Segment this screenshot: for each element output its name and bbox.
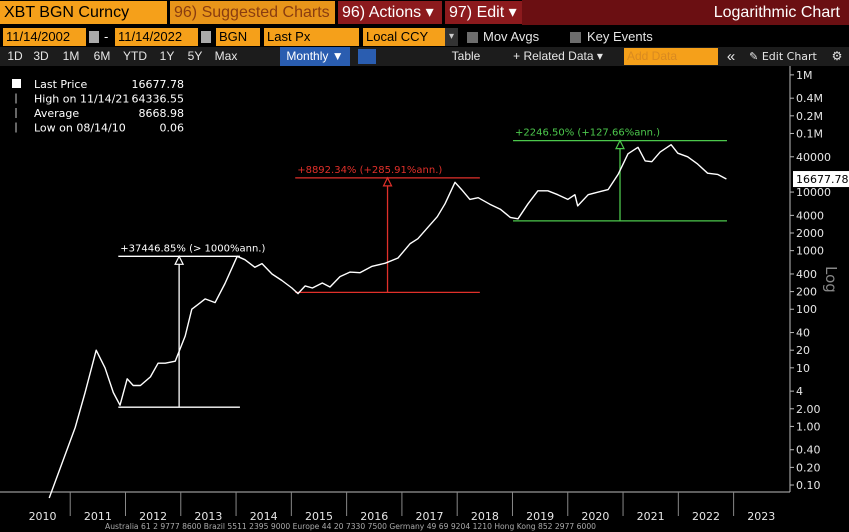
y-tick-label: 40000 bbox=[796, 151, 831, 164]
period-button[interactable]: 5Y bbox=[187, 49, 203, 63]
actions-menu[interactable]: 96) Actions ▾ bbox=[338, 1, 442, 24]
edit-chart[interactable]: ✎ Edit Chart bbox=[749, 50, 817, 63]
y-tick-label: 0.2M bbox=[796, 110, 823, 123]
related-data[interactable]: + Related Data ▾ bbox=[513, 49, 603, 63]
title-bar bbox=[522, 0, 849, 25]
y-tick-label: 0.20 bbox=[796, 461, 821, 474]
x-tick-label: 2011 bbox=[84, 510, 112, 523]
end-date[interactable]: 11/14/2022 bbox=[115, 28, 198, 46]
y-tick-label: 4000 bbox=[796, 209, 824, 222]
start-date[interactable]: 11/14/2002 bbox=[3, 28, 86, 46]
collapse-button[interactable]: « bbox=[726, 48, 736, 65]
x-tick-label: 2012 bbox=[139, 510, 167, 523]
currency-select[interactable]: Local CCY bbox=[363, 28, 445, 46]
period-button[interactable]: Max bbox=[214, 49, 238, 63]
y-tick-label: 1000 bbox=[796, 245, 824, 258]
chart-kind: Logarithmic Chart bbox=[713, 4, 840, 21]
x-tick-label: 2021 bbox=[637, 510, 665, 523]
period-button[interactable]: 1D bbox=[7, 49, 23, 63]
x-tick-label: 2013 bbox=[194, 510, 222, 523]
y-tick-label: 1M bbox=[796, 69, 813, 82]
suggested-charts[interactable]: 96) Suggested Charts bbox=[170, 1, 335, 24]
arrow-head bbox=[174, 254, 185, 265]
x-tick-label: 2015 bbox=[305, 510, 333, 523]
checkbox[interactable] bbox=[467, 32, 478, 43]
legend-label: Last Price bbox=[34, 78, 87, 91]
range-label: +37446.85% (> 1000%ann.) bbox=[120, 243, 265, 254]
y-tick-label: 100 bbox=[796, 303, 817, 316]
calendar-icon[interactable] bbox=[89, 31, 99, 43]
period-button[interactable]: 6M bbox=[93, 49, 111, 63]
x-tick-label: 2010 bbox=[29, 510, 57, 523]
x-tick-label: 2014 bbox=[250, 510, 278, 523]
period-button[interactable]: YTD bbox=[123, 49, 147, 63]
range-label: +8892.34% (+285.91%ann.) bbox=[297, 165, 442, 176]
y-tick-label: 200 bbox=[796, 286, 817, 299]
calendar-icon[interactable] bbox=[201, 31, 211, 43]
mov-avgs[interactable]: Mov Avgs bbox=[483, 29, 540, 44]
period-button[interactable]: 1Y bbox=[159, 49, 175, 63]
edit-menu[interactable]: 97) Edit ▾ bbox=[445, 1, 522, 24]
key-events[interactable]: Key Events bbox=[587, 29, 653, 44]
last-price-box bbox=[793, 171, 849, 188]
table-button[interactable]: Table bbox=[451, 49, 481, 63]
arrow-head bbox=[382, 176, 393, 187]
add-data-field[interactable]: Add Data bbox=[624, 48, 718, 65]
x-tick-label: 2022 bbox=[692, 510, 720, 523]
y-tick-label: 0.4M bbox=[796, 92, 823, 105]
frequency-select[interactable]: Monthly ▼ bbox=[280, 47, 350, 66]
legend-value: 8668.98 bbox=[139, 107, 185, 120]
chart: 1M 0.4M 0.2M 0.1M 40000 10000 4000 2000 1000 400 2… bbox=[0, 66, 849, 531]
period-button[interactable]: 1M bbox=[62, 49, 80, 63]
y-axis-label: Log bbox=[822, 266, 840, 293]
x-tick-label: 2018 bbox=[471, 510, 499, 523]
y-tick-label: 2000 bbox=[796, 227, 824, 240]
dropdown-arrow[interactable]: ▾ bbox=[445, 28, 458, 46]
y-tick-label: 4 bbox=[796, 385, 803, 398]
y-tick-label: 2.00 bbox=[796, 403, 821, 416]
checkbox[interactable] bbox=[570, 32, 581, 43]
chart-type-icon[interactable] bbox=[358, 49, 376, 64]
source-field[interactable]: BGN bbox=[216, 28, 260, 46]
settings-button[interactable]: ⚙ bbox=[831, 49, 843, 63]
security-field[interactable]: XBT BGN Curncy bbox=[0, 1, 167, 24]
y-tick-label: 400 bbox=[796, 268, 817, 281]
legend-value: 16677.78 bbox=[132, 78, 185, 91]
x-tick-label: 2020 bbox=[581, 510, 609, 523]
legend-swatch bbox=[12, 79, 21, 88]
y-tick-label: 40 bbox=[796, 327, 810, 340]
price-line bbox=[48, 144, 727, 499]
legend-box bbox=[6, 72, 192, 138]
field-select[interactable]: Last Px bbox=[264, 28, 359, 46]
footer-contacts: Australia 61 2 9777 8600 Brazil 5511 239… bbox=[105, 522, 596, 531]
y-tick-label: 10 bbox=[796, 362, 810, 375]
x-tick-label: 2016 bbox=[360, 510, 388, 523]
legend-value: 0.06 bbox=[160, 122, 185, 135]
y-tick-label: 0.40 bbox=[796, 444, 821, 457]
date-dash: - bbox=[104, 29, 109, 44]
x-tick-label: 2017 bbox=[416, 510, 444, 523]
legend-label: Low on 08/14/10 bbox=[34, 122, 126, 135]
last-price-label: 16677.78 bbox=[796, 173, 849, 186]
x-tick-label: 2023 bbox=[747, 510, 775, 523]
y-tick-label: 0.1M bbox=[796, 127, 823, 140]
legend-label: High on 11/14/21 bbox=[34, 93, 129, 106]
legend-label: Average bbox=[34, 107, 79, 120]
range-label: +2246.50% (+127.66%ann.) bbox=[515, 128, 660, 139]
period-button[interactable]: 3D bbox=[33, 49, 49, 63]
y-tick-label: 20 bbox=[796, 344, 810, 357]
y-tick-label: 10000 bbox=[796, 186, 831, 199]
x-tick-label: 2019 bbox=[526, 510, 554, 523]
legend-value: 64336.55 bbox=[132, 93, 185, 106]
y-tick-label: 1.00 bbox=[796, 420, 821, 433]
arrow-head bbox=[615, 139, 625, 150]
y-tick-label: 0.10 bbox=[796, 479, 821, 492]
